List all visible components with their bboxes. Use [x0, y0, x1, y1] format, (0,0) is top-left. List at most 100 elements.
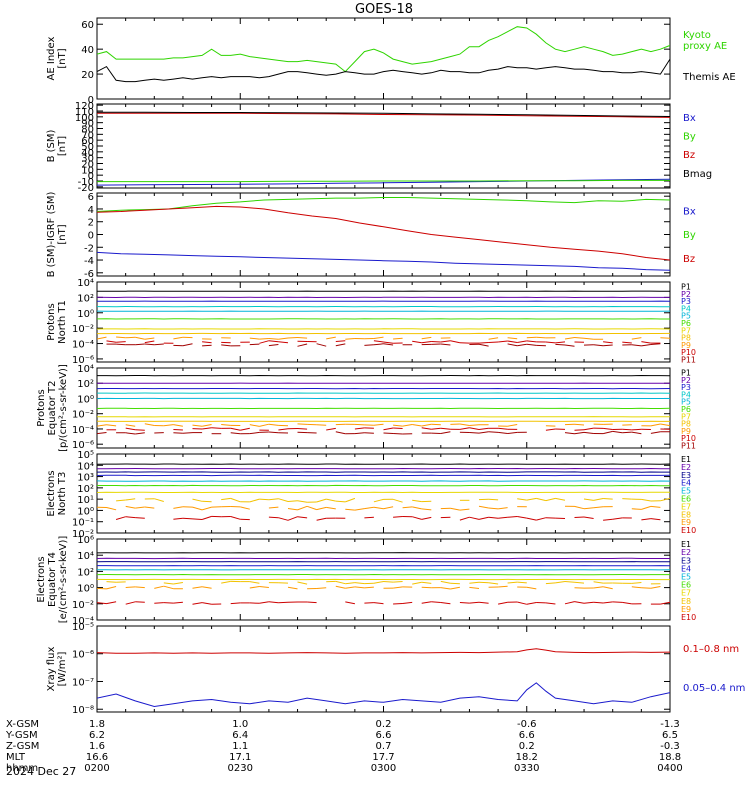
channel-p10-segment — [278, 428, 289, 431]
channel-p9-segment — [536, 336, 546, 339]
channel-p10-segment — [259, 340, 270, 344]
channel-p9-segment — [259, 423, 270, 427]
y-axis-label: [nT] — [57, 136, 68, 156]
y-tick-label: 10⁴ — [77, 551, 94, 562]
channel-p10-segment — [431, 427, 441, 430]
channel-p9-segment — [469, 424, 480, 426]
y-tick-label: 10³ — [77, 473, 94, 484]
channel-e10-segment — [97, 602, 107, 605]
channel-e10-segment — [364, 602, 374, 604]
channel-e9-segment — [393, 586, 403, 589]
channel-e9-segment — [631, 508, 642, 510]
channel-e8-segment — [488, 582, 499, 585]
y-axis-label: [nT] — [57, 224, 68, 244]
channel-e10-segment — [459, 602, 470, 604]
channel-p11-segment — [583, 431, 594, 434]
channel-label: E8 — [681, 597, 691, 606]
channel-e8-segment — [316, 498, 327, 503]
channel-e9-segment — [287, 508, 298, 511]
ephemeris-value: 1.6 — [89, 741, 105, 752]
channel-p10-segment — [412, 340, 422, 344]
channel-p10-segment — [268, 340, 279, 343]
channel-p9-segment — [202, 424, 212, 427]
channel-e8-segment — [412, 581, 422, 585]
y-axis-label: [W/m²] — [57, 651, 68, 686]
channel-p9-segment — [459, 423, 470, 426]
channel-p10-segment — [603, 427, 613, 430]
series-bz — [97, 205, 670, 261]
panel-data — [97, 26, 670, 83]
channel-e10-segment — [574, 601, 585, 604]
channel-e8-segment — [335, 580, 346, 585]
ephemeris-value: 0300 — [371, 763, 396, 774]
channel-p9-segment — [421, 423, 432, 427]
panel-pnorth: 10⁻⁶ 10⁻⁴ 10⁻² 10⁰ 10² 10⁴ Protons North T1 P1P2… — [46, 278, 696, 366]
channel-e10-segment — [268, 601, 279, 604]
channel-e8-segment — [249, 498, 260, 503]
channel-e10-segment — [650, 518, 661, 521]
y-axis-label: [nT] — [57, 48, 68, 68]
ephemeris-row-label: Z-GSM — [6, 741, 39, 752]
channel-label: E6 — [681, 494, 691, 503]
ephemeris-row-label: hhmm — [6, 763, 38, 774]
channel-p11-segment — [268, 431, 279, 434]
channel-e10-segment — [517, 516, 527, 519]
channel-e9-segment — [364, 506, 374, 510]
y-tick-label: 0 — [88, 95, 94, 106]
channel-e9-segment — [450, 586, 460, 590]
ephemeris-row-label: X-GSM — [6, 719, 39, 730]
channel-e10-segment — [622, 601, 632, 605]
y-axis-label: [p/(cm²-s-sr-keV)] — [58, 364, 69, 452]
panel-data — [97, 290, 670, 347]
channel-p11-segment — [555, 343, 566, 346]
channel-e9-segment — [326, 506, 336, 510]
y-tick-label: 80 — [81, 125, 94, 136]
channel-e8-segment — [440, 580, 451, 584]
channel-p9-segment — [393, 337, 403, 340]
channel-e8-segment — [297, 500, 308, 503]
channel-label: E10 — [681, 613, 696, 622]
channel-e9-segment — [345, 508, 355, 511]
channel-e10-segment — [507, 516, 518, 518]
panel-data — [97, 552, 670, 605]
date-label: 2024 Dec 27 — [6, 765, 76, 778]
channel-p11-segment — [478, 431, 489, 434]
channel-p11-segment — [202, 344, 212, 347]
ephemeris-row-label: MLT — [6, 752, 26, 763]
channel-e8-segment — [412, 499, 422, 503]
channel-e10-segment — [106, 601, 117, 605]
y-axis-label: Protons — [36, 389, 47, 426]
series-label: By — [683, 230, 696, 241]
series-label: Bx — [683, 206, 696, 217]
channel-e10-segment — [364, 516, 374, 519]
y-tick-label: 10⁰ — [77, 394, 94, 405]
channel-e10-segment — [402, 601, 413, 604]
channel-p10-segment — [125, 427, 136, 431]
channel-e8-segment — [593, 498, 604, 501]
channel-e9-segment — [498, 507, 508, 510]
channel-e9-segment — [354, 586, 365, 589]
channel-p10-segment — [440, 340, 451, 343]
channel-p10-segment — [335, 340, 346, 342]
channel-label: E7 — [681, 502, 691, 511]
channel-e9-segment — [526, 586, 537, 590]
y-axis-label: Equator T2 — [47, 381, 58, 436]
channel-e10-segment — [278, 601, 289, 604]
channel-e8-segment — [593, 581, 604, 584]
channel-e10-segment — [440, 602, 451, 605]
channel-e10-segment — [163, 602, 174, 604]
channel-p10-segment — [106, 340, 117, 343]
ephemeris-value: 0.2 — [376, 719, 392, 730]
channel-p11-segment — [221, 344, 231, 347]
channel-label: P6 — [681, 319, 691, 328]
channel-e10-segment — [393, 516, 403, 518]
channel-e10-segment — [421, 516, 432, 520]
channel-e9-segment — [135, 586, 145, 589]
channel-e8-segment — [450, 582, 460, 585]
channel-e8-segment — [478, 581, 489, 584]
channel-p9-segment — [173, 424, 183, 427]
channel-p9-segment — [144, 423, 155, 426]
channel-e8-segment — [631, 582, 642, 584]
channel-p9-segment — [345, 338, 355, 340]
channel-e8-segment — [536, 497, 547, 502]
